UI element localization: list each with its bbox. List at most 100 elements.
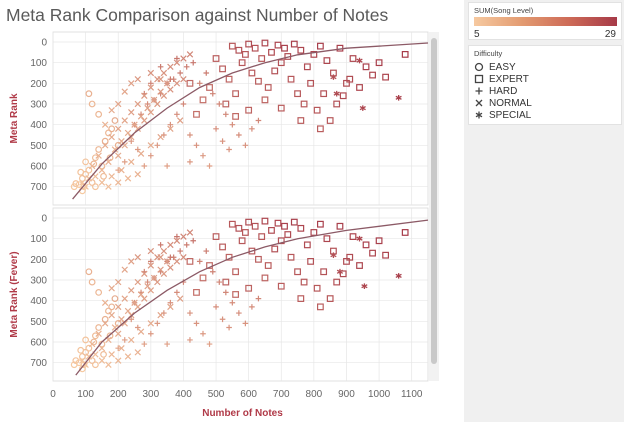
legend-item-normal[interactable]: NORMAL (474, 97, 532, 109)
data-point-hard[interactable] (144, 101, 151, 107)
data-point-normal[interactable] (141, 295, 148, 302)
data-point-hard[interactable] (141, 163, 148, 169)
data-point-normal[interactable] (98, 179, 106, 186)
data-point-expert[interactable] (284, 231, 292, 238)
data-point-normal[interactable] (167, 264, 174, 271)
data-point-hard[interactable] (177, 248, 183, 254)
data-point-normal[interactable] (163, 80, 171, 87)
data-point-hard[interactable] (196, 258, 203, 265)
data-point-expert[interactable] (199, 274, 207, 282)
data-point-easy[interactable] (101, 315, 109, 323)
data-point-normal[interactable] (137, 113, 145, 120)
data-point-normal[interactable] (144, 282, 151, 290)
data-point-easy[interactable] (101, 137, 109, 145)
data-point-normal[interactable] (180, 254, 187, 261)
data-point-expert[interactable] (186, 79, 194, 87)
data-point-hard[interactable] (255, 117, 262, 124)
data-point-expert[interactable] (294, 90, 301, 98)
data-point-special[interactable] (395, 273, 402, 279)
data-point-normal[interactable] (137, 328, 145, 335)
data-point-normal[interactable] (128, 109, 135, 116)
data-point-normal[interactable] (134, 254, 142, 261)
data-point-expert[interactable] (307, 79, 315, 87)
data-point-hard[interactable] (167, 299, 174, 306)
data-point-normal[interactable] (173, 237, 181, 244)
data-point-expert[interactable] (245, 218, 253, 226)
data-point-expert[interactable] (297, 117, 305, 124)
data-point-expert[interactable] (287, 75, 295, 83)
data-point-hard[interactable] (174, 111, 180, 118)
data-point-hard[interactable] (187, 132, 193, 138)
data-point-hard[interactable] (157, 242, 164, 248)
data-point-hard[interactable] (157, 64, 164, 70)
data-point-expert[interactable] (349, 55, 357, 62)
data-point-hard[interactable] (249, 126, 255, 132)
data-point-expert[interactable] (303, 63, 311, 71)
data-point-expert[interactable] (258, 233, 266, 241)
data-point-hard[interactable] (164, 341, 170, 347)
data-point-expert[interactable] (264, 84, 272, 91)
data-point-expert[interactable] (232, 268, 240, 276)
data-point-easy[interactable] (85, 166, 93, 174)
data-point-hard[interactable] (229, 299, 236, 306)
data-point-normal[interactable] (98, 344, 106, 352)
data-point-normal[interactable] (121, 295, 128, 302)
data-point-expert[interactable] (251, 44, 259, 52)
data-point-expert[interactable] (320, 90, 328, 98)
data-point-expert[interactable] (375, 237, 383, 245)
data-point-expert[interactable] (277, 59, 285, 67)
data-point-expert[interactable] (219, 65, 226, 73)
data-point-normal[interactable] (157, 88, 164, 95)
data-point-easy[interactable] (91, 154, 99, 162)
data-point-normal[interactable] (128, 80, 135, 87)
data-point-normal[interactable] (180, 55, 187, 62)
data-point-hard[interactable] (167, 121, 174, 128)
data-point-normal[interactable] (141, 92, 148, 99)
data-point-expert[interactable] (206, 84, 213, 91)
data-point-easy[interactable] (78, 353, 86, 360)
data-point-easy[interactable] (85, 90, 93, 98)
data-point-expert[interactable] (271, 245, 279, 253)
data-point-normal[interactable] (105, 361, 112, 368)
data-point-hard[interactable] (134, 324, 141, 331)
data-point-normal[interactable] (108, 173, 115, 180)
data-point-easy[interactable] (91, 183, 99, 191)
data-point-expert[interactable] (274, 219, 282, 227)
data-point-normal[interactable] (157, 311, 164, 319)
data-point-normal[interactable] (114, 357, 122, 364)
data-point-normal[interactable] (134, 100, 142, 108)
data-point-hard[interactable] (128, 316, 135, 323)
data-point-special[interactable] (359, 105, 366, 111)
data-point-normal[interactable] (167, 303, 174, 311)
data-point-expert[interactable] (346, 253, 354, 261)
data-point-special[interactable] (395, 95, 402, 101)
data-point-normal[interactable] (134, 171, 142, 178)
data-point-hard[interactable] (196, 80, 203, 87)
data-point-hard[interactable] (200, 152, 206, 159)
data-point-normal[interactable] (180, 233, 187, 240)
data-point-normal[interactable] (147, 84, 155, 91)
data-point-easy[interactable] (105, 129, 112, 137)
data-point-hard[interactable] (154, 320, 161, 327)
data-point-hard[interactable] (236, 132, 242, 138)
data-point-normal[interactable] (95, 330, 102, 337)
data-point-normal[interactable] (101, 121, 109, 128)
data-point-normal[interactable] (147, 262, 155, 269)
data-point-expert[interactable] (356, 84, 363, 91)
data-point-expert[interactable] (199, 96, 207, 104)
data-point-expert[interactable] (235, 46, 243, 54)
data-point-normal[interactable] (118, 344, 125, 352)
data-point-expert[interactable] (277, 104, 285, 112)
data-point-hard[interactable] (249, 304, 255, 310)
data-point-expert[interactable] (238, 237, 246, 245)
data-point-expert[interactable] (313, 106, 321, 114)
data-point-normal[interactable] (147, 287, 155, 294)
data-point-normal[interactable] (121, 320, 128, 327)
data-point-hard[interactable] (242, 320, 249, 327)
data-point-easy[interactable] (108, 303, 116, 311)
data-point-expert[interactable] (261, 96, 269, 104)
data-point-expert[interactable] (300, 278, 308, 286)
data-point-expert[interactable] (245, 106, 253, 114)
data-point-hard[interactable] (174, 233, 180, 240)
data-point-normal[interactable] (95, 152, 102, 159)
